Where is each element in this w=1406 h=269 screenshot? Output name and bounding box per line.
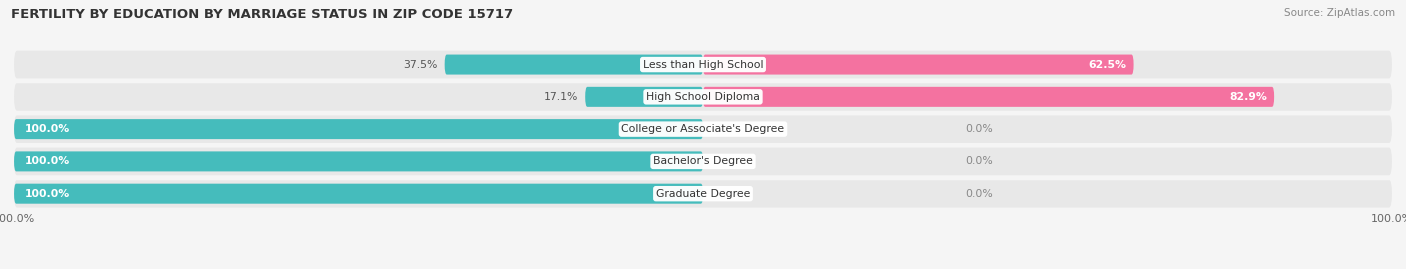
FancyBboxPatch shape: [14, 184, 703, 204]
FancyBboxPatch shape: [444, 55, 703, 75]
Text: 0.0%: 0.0%: [965, 189, 993, 199]
Text: Less than High School: Less than High School: [643, 59, 763, 70]
Text: 62.5%: 62.5%: [1088, 59, 1126, 70]
Text: 17.1%: 17.1%: [544, 92, 578, 102]
Text: 0.0%: 0.0%: [965, 156, 993, 167]
FancyBboxPatch shape: [14, 151, 703, 171]
Text: 100.0%: 100.0%: [24, 156, 70, 167]
Text: Bachelor's Degree: Bachelor's Degree: [652, 156, 754, 167]
FancyBboxPatch shape: [703, 55, 1133, 75]
Text: 82.9%: 82.9%: [1229, 92, 1267, 102]
Text: FERTILITY BY EDUCATION BY MARRIAGE STATUS IN ZIP CODE 15717: FERTILITY BY EDUCATION BY MARRIAGE STATU…: [11, 8, 513, 21]
Text: 100.0%: 100.0%: [24, 189, 70, 199]
FancyBboxPatch shape: [14, 180, 1392, 208]
FancyBboxPatch shape: [14, 119, 703, 139]
Text: 37.5%: 37.5%: [404, 59, 437, 70]
Text: College or Associate's Degree: College or Associate's Degree: [621, 124, 785, 134]
FancyBboxPatch shape: [585, 87, 703, 107]
FancyBboxPatch shape: [14, 147, 1392, 175]
Text: High School Diploma: High School Diploma: [647, 92, 759, 102]
Text: 100.0%: 100.0%: [24, 124, 70, 134]
FancyBboxPatch shape: [703, 87, 1274, 107]
FancyBboxPatch shape: [14, 51, 1392, 79]
Text: 0.0%: 0.0%: [965, 124, 993, 134]
Text: Source: ZipAtlas.com: Source: ZipAtlas.com: [1284, 8, 1395, 18]
Legend: Married, Unmarried: Married, Unmarried: [621, 266, 785, 269]
FancyBboxPatch shape: [14, 83, 1392, 111]
Text: Graduate Degree: Graduate Degree: [655, 189, 751, 199]
FancyBboxPatch shape: [14, 115, 1392, 143]
